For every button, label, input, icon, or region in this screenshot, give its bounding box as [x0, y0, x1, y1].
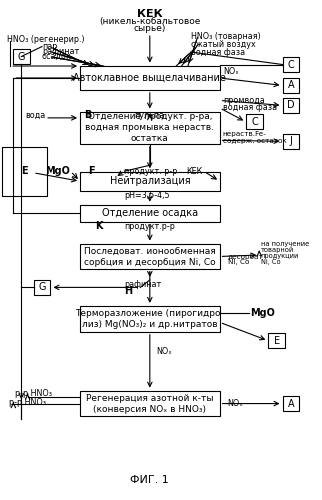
- Text: товарной: товарной: [261, 247, 294, 254]
- Text: C: C: [251, 117, 258, 127]
- Bar: [283, 396, 299, 411]
- Text: продукции: продукции: [261, 253, 299, 259]
- Text: Отделение осадка: Отделение осадка: [102, 208, 198, 218]
- Bar: [16, 165, 33, 180]
- Text: КЕК: КЕК: [137, 8, 163, 18]
- Text: E: E: [274, 336, 280, 345]
- Bar: [80, 112, 220, 144]
- Text: K: K: [95, 221, 103, 231]
- Text: B: B: [84, 110, 92, 120]
- Text: HNO₃ (товарная): HNO₃ (товарная): [191, 32, 261, 41]
- Text: C: C: [288, 60, 294, 70]
- Text: пульпа: пульпа: [134, 111, 164, 120]
- Bar: [13, 49, 30, 64]
- Text: промвода: промвода: [223, 96, 265, 105]
- Text: G: G: [38, 282, 46, 292]
- Text: р-р HNO₃: р-р HNO₃: [15, 389, 52, 398]
- Text: G: G: [18, 52, 25, 62]
- Text: Терморазложение (пирогидро-
лиз) Mg(NO₃)₂ и др.нитратов: Терморазложение (пирогидро- лиз) Mg(NO₃)…: [75, 309, 224, 329]
- Bar: [283, 57, 299, 72]
- Text: Последоват. ионообменная
сорбция и десорбция Ni, Co: Последоват. ионообменная сорбция и десор…: [84, 246, 216, 266]
- Bar: [34, 280, 50, 295]
- Text: A: A: [288, 398, 294, 408]
- Bar: [80, 391, 220, 416]
- Text: E: E: [21, 166, 28, 176]
- Text: Нейтрализация: Нейтрализация: [109, 176, 190, 186]
- Text: десорбат: десорбат: [228, 253, 263, 260]
- Text: рафинат: рафинат: [124, 280, 162, 289]
- Text: сжатый воздух: сжатый воздух: [191, 40, 256, 49]
- Text: КЕК: КЕК: [186, 166, 203, 175]
- Bar: [80, 204, 220, 222]
- Text: пар: пар: [42, 42, 57, 51]
- Text: HNO₃ (регенерир.): HNO₃ (регенерир.): [7, 35, 85, 44]
- Bar: [246, 114, 263, 130]
- Text: D: D: [287, 100, 295, 110]
- Bar: [80, 244, 220, 269]
- Text: водная фаза: водная фаза: [223, 104, 277, 112]
- Text: NOₓ: NOₓ: [223, 68, 239, 76]
- Text: Отделение продукт. р-ра,
водная промывка нераств.
остатка: Отделение продукт. р-ра, водная промывка…: [85, 112, 214, 144]
- Text: Регенерация азотной к-ты
(конверсия NOₓ в HNO₃): Регенерация азотной к-ты (конверсия NOₓ …: [86, 394, 213, 413]
- Text: NOₓ: NOₓ: [156, 346, 172, 356]
- Text: рафинат: рафинат: [42, 47, 79, 56]
- Bar: [80, 172, 220, 190]
- Bar: [80, 66, 220, 90]
- Text: продукт. р-р: продукт. р-р: [124, 166, 178, 175]
- Text: продукт.р-р: продукт.р-р: [124, 222, 175, 230]
- Text: водная фаза: водная фаза: [191, 48, 245, 56]
- Text: J: J: [289, 136, 292, 146]
- Text: E: E: [22, 168, 28, 177]
- Text: осадок: осадок: [42, 52, 72, 61]
- Bar: [283, 134, 299, 149]
- Text: р-р HNO₃: р-р HNO₃: [9, 398, 46, 406]
- Text: (никель-кобальтовое: (никель-кобальтовое: [99, 17, 201, 26]
- Bar: [283, 78, 299, 93]
- Text: на получение: на получение: [261, 241, 309, 247]
- Bar: [80, 306, 220, 332]
- Text: H: H: [124, 286, 133, 296]
- Text: MgO: MgO: [45, 166, 70, 176]
- Text: MgO: MgO: [250, 308, 275, 318]
- Text: F: F: [88, 166, 94, 176]
- Text: Ni, Co: Ni, Co: [228, 260, 249, 266]
- Bar: [283, 98, 299, 113]
- Text: нераств.Fe-
содерж. остаток: нераств.Fe- содерж. остаток: [223, 132, 287, 144]
- Text: сырье): сырье): [134, 24, 166, 33]
- Text: вода: вода: [25, 111, 45, 120]
- Bar: [269, 334, 285, 348]
- Text: A: A: [288, 80, 294, 90]
- Text: NOₓ: NOₓ: [228, 399, 243, 408]
- Text: Автоклавное выщелачивание: Автоклавное выщелачивание: [73, 73, 226, 83]
- Text: pH=3,5-4,5: pH=3,5-4,5: [124, 190, 170, 200]
- Text: Ni, Co: Ni, Co: [261, 259, 280, 265]
- Text: ФИГ. 1: ФИГ. 1: [130, 476, 169, 486]
